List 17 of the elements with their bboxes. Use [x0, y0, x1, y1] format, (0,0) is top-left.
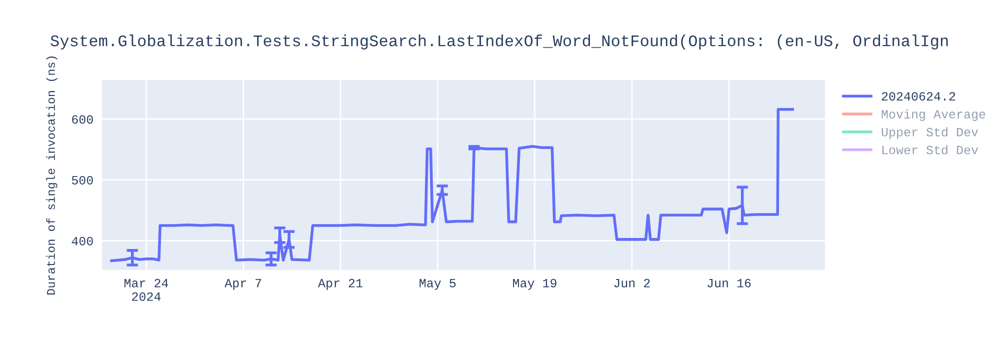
legend-label: Lower Std Dev: [882, 145, 978, 154]
x-tick-label: Jun 16: [708, 278, 751, 288]
x-tick-label: May 19: [513, 278, 556, 290]
x-tick-label: Jun 2: [614, 278, 650, 288]
x-tick-label: Mar 24 2024: [124, 278, 168, 301]
legend-label: Upper Std Dev: [882, 127, 978, 139]
legend-label: 20240624.2: [882, 92, 956, 101]
y-tick-label: 600: [72, 115, 93, 124]
x-tick-label: Apr 7: [224, 279, 262, 290]
y-tick-label: 400: [72, 236, 93, 246]
x-tick-label: May 5: [420, 279, 456, 290]
y-tick-label: 500: [72, 176, 93, 185]
chart-title: System.Globalization.Tests.StringSearch.LastIndexOf_Word_NotFound(Options: (en-US, OrdinalIgn: [50, 34, 948, 50]
y-axis-title: Duration of single invocation (ns): [46, 56, 58, 295]
line-series: [110, 108, 794, 262]
legend-label: Moving Average: [882, 109, 986, 121]
x-tick-label: Apr 21: [318, 278, 362, 290]
